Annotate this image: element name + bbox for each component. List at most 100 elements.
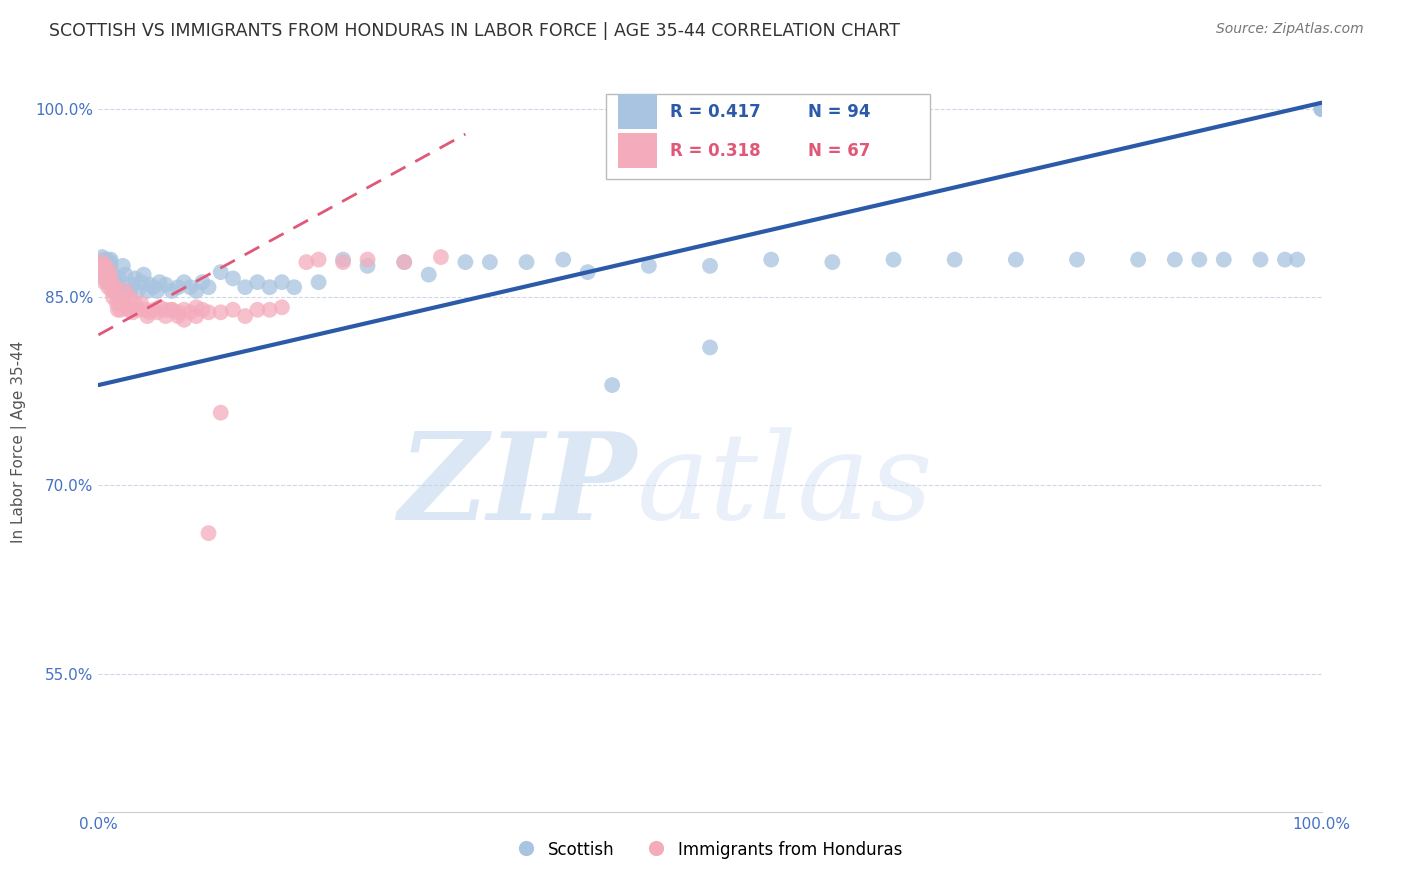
Point: [94, 262, 117, 277]
Point: [91, 265, 114, 279]
Point: [209, 406, 232, 420]
Point: [259, 302, 281, 317]
Point: [186, 300, 208, 314]
Point: [105, 296, 128, 310]
Point: [332, 252, 354, 267]
Point: [761, 252, 783, 267]
Point: [1188, 252, 1211, 267]
Point: [129, 275, 152, 289]
Point: [90, 259, 112, 273]
Point: [110, 284, 132, 298]
Point: [93, 262, 115, 277]
Y-axis label: In Labor Force | Age 35-44: In Labor Force | Age 35-44: [11, 341, 27, 542]
Point: [1286, 252, 1309, 267]
Point: [101, 268, 124, 282]
Point: [112, 293, 135, 307]
Point: [94, 259, 117, 273]
Point: [259, 280, 281, 294]
Point: [1310, 102, 1333, 116]
Point: [129, 296, 152, 310]
Point: [146, 305, 169, 319]
Point: [1310, 102, 1333, 116]
Point: [1249, 252, 1271, 267]
Point: [179, 280, 201, 294]
Point: [356, 252, 378, 267]
Point: [97, 268, 120, 282]
Point: [167, 305, 190, 319]
Point: [308, 252, 330, 267]
Point: [149, 300, 172, 314]
Point: [91, 265, 114, 279]
Point: [134, 302, 156, 317]
Point: [699, 259, 721, 273]
Point: [98, 265, 121, 279]
Point: [107, 302, 129, 317]
Point: [127, 284, 149, 298]
Point: [139, 305, 162, 319]
Text: R = 0.318: R = 0.318: [669, 142, 761, 160]
Point: [515, 255, 537, 269]
Point: [308, 275, 330, 289]
Point: [209, 265, 232, 279]
Point: [91, 259, 114, 273]
Point: [100, 252, 122, 267]
Point: [233, 309, 256, 323]
Point: [136, 309, 159, 323]
Point: [104, 275, 127, 289]
Text: N = 94: N = 94: [808, 103, 870, 120]
Point: [91, 255, 114, 269]
Point: [1004, 252, 1026, 267]
Point: [197, 305, 219, 319]
Point: [103, 280, 125, 294]
Point: [1164, 252, 1187, 267]
Text: Source: ZipAtlas.com: Source: ZipAtlas.com: [1216, 22, 1364, 37]
Point: [121, 305, 143, 319]
Point: [478, 255, 501, 269]
Point: [1310, 102, 1333, 116]
Point: [96, 252, 118, 267]
Point: [120, 284, 142, 298]
Point: [101, 284, 124, 298]
Point: [96, 255, 118, 269]
Point: [98, 262, 121, 277]
Point: [108, 271, 131, 285]
Point: [118, 302, 141, 317]
Point: [96, 271, 118, 285]
Point: [186, 284, 208, 298]
Point: [118, 284, 141, 298]
Point: [132, 268, 155, 282]
Point: [1274, 252, 1296, 267]
Point: [110, 302, 132, 317]
Point: [167, 309, 190, 323]
Point: [98, 265, 121, 279]
Point: [93, 268, 115, 282]
Point: [121, 277, 143, 292]
Point: [392, 255, 416, 269]
Point: [97, 280, 120, 294]
Point: [108, 293, 131, 307]
Point: [160, 284, 183, 298]
Point: [101, 277, 124, 292]
Bar: [619, 133, 658, 169]
Point: [93, 275, 115, 289]
Point: [233, 280, 256, 294]
Point: [124, 271, 146, 285]
Point: [149, 275, 172, 289]
Legend: Scottish, Immigrants from Honduras: Scottish, Immigrants from Honduras: [517, 841, 903, 859]
Point: [100, 255, 122, 269]
Point: [91, 259, 114, 273]
Point: [142, 302, 165, 317]
Point: [101, 290, 124, 304]
Point: [186, 309, 208, 323]
Point: [191, 302, 214, 317]
Point: [553, 252, 575, 267]
Point: [173, 275, 195, 289]
Point: [100, 259, 122, 273]
Point: [209, 305, 232, 319]
Text: ZIP: ZIP: [398, 426, 637, 545]
Point: [104, 280, 127, 294]
Point: [97, 275, 120, 289]
Point: [124, 296, 146, 310]
Point: [418, 268, 440, 282]
Point: [222, 271, 245, 285]
